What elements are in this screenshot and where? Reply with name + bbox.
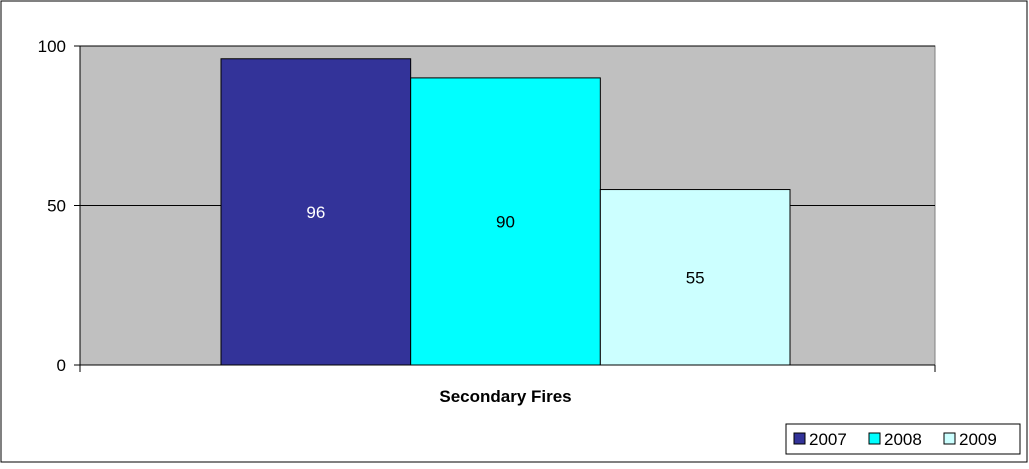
x-axis-label: Secondary Fires [439, 387, 571, 406]
bar-2008 [410, 77, 601, 366]
axes [74, 45, 936, 372]
data-label-2008: 90 [496, 212, 515, 231]
legend-swatch-2008 [868, 432, 881, 445]
legend: 2007 2008 2009 [785, 423, 1021, 455]
bar-2009 [599, 189, 791, 366]
y-tick-label: 0 [57, 356, 66, 375]
y-tick-labels: 0 50 100 [38, 37, 66, 375]
data-label-2009: 55 [686, 268, 705, 287]
legend-box [785, 423, 1021, 455]
data-label-2007: 96 [306, 203, 325, 222]
bar-2007 [220, 58, 412, 366]
legend-label-2008: 2008 [884, 430, 922, 449]
legend-swatch-2007 [793, 432, 806, 445]
legend-swatch-2009 [943, 432, 956, 445]
y-tick-label: 100 [38, 37, 66, 56]
y-tick-label: 50 [47, 197, 66, 216]
legend-label-2009: 2009 [959, 430, 997, 449]
legend-label-2007: 2007 [809, 430, 847, 449]
bar-group [220, 58, 791, 366]
data-labels: 96 90 55 [306, 203, 704, 287]
